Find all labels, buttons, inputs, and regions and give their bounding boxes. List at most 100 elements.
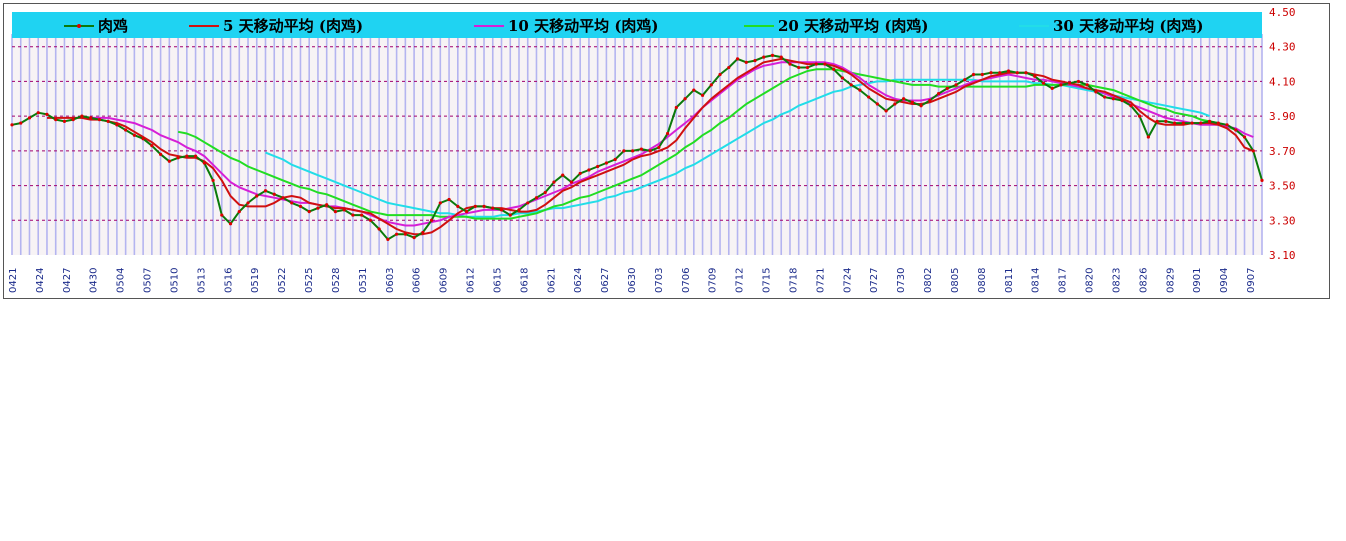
y-tick-label: 3.50 [1269, 180, 1296, 193]
data-point [307, 210, 311, 214]
x-tick-label: 0609 [439, 268, 450, 293]
data-point [1181, 121, 1185, 125]
data-point [377, 227, 381, 231]
plot-background [12, 12, 1262, 255]
data-point [648, 149, 652, 153]
data-point [508, 213, 512, 217]
x-tick-label: 0621 [546, 268, 557, 293]
data-point [1129, 104, 1133, 108]
data-point [386, 237, 390, 241]
x-tick-label: 0618 [519, 268, 530, 293]
x-tick-label: 0519 [250, 268, 261, 293]
data-point [368, 218, 372, 222]
legend-label: 5 天移动平均 (肉鸡) [223, 17, 363, 35]
data-point [491, 206, 495, 210]
data-point [482, 204, 486, 208]
data-point [403, 232, 407, 236]
x-tick-label: 0808 [977, 268, 988, 293]
data-point [1103, 95, 1107, 99]
data-point [176, 156, 180, 160]
data-point [1006, 69, 1011, 73]
data-point [141, 137, 145, 141]
data-point [971, 72, 976, 77]
legend-label: 30 天移动平均 (肉鸡) [1053, 17, 1204, 35]
data-point [954, 83, 958, 87]
data-point [849, 83, 853, 87]
x-tick-label: 0901 [1192, 268, 1203, 293]
data-point [395, 232, 399, 236]
data-point [185, 154, 189, 158]
data-point [342, 208, 346, 212]
data-point [543, 190, 547, 195]
data-point [333, 210, 338, 214]
data-point [316, 206, 320, 210]
data-point [604, 161, 609, 165]
data-point [80, 114, 84, 118]
x-tick-label: 0424 [35, 268, 46, 293]
data-point [1216, 121, 1220, 125]
data-point [613, 157, 617, 162]
data-point [456, 204, 460, 208]
data-point [753, 59, 757, 63]
x-tick-label: 0811 [1004, 268, 1015, 293]
data-point [412, 236, 416, 240]
data-point [54, 118, 58, 122]
chart-frame: 3.10 3.30 3.50 3.70 3.90 4.10 4.30 4.50 0421 0424… [3, 3, 1330, 299]
data-point [10, 123, 14, 127]
data-point [727, 65, 731, 70]
data-point [963, 78, 967, 82]
legend-label: 10 天移动平均 (肉鸡) [508, 17, 659, 35]
data-point [71, 118, 75, 122]
data-point [220, 213, 224, 217]
data-point [202, 161, 206, 165]
data-point [447, 197, 451, 202]
legend-marker [77, 24, 81, 28]
data-point [718, 72, 722, 77]
data-point [893, 102, 897, 106]
data-point [622, 149, 626, 153]
data-point [561, 173, 565, 177]
data-point [228, 222, 233, 226]
x-tick-label: 0525 [304, 268, 315, 293]
data-point [534, 196, 539, 200]
x-tick-label: 0513 [196, 268, 207, 293]
data-point [464, 210, 469, 214]
data-point [1120, 98, 1124, 103]
data-point [665, 131, 670, 136]
data-point [1207, 119, 1212, 123]
data-point [1050, 86, 1054, 90]
data-point [360, 213, 364, 217]
data-point [281, 196, 285, 200]
series-line [90, 61, 1254, 227]
data-point [421, 230, 425, 235]
x-tick-label: 0829 [1165, 268, 1176, 293]
data-point [674, 105, 678, 110]
data-point [1146, 135, 1150, 139]
data-point [150, 144, 154, 148]
data-point [709, 83, 713, 87]
x-tick-label: 0504 [116, 268, 127, 293]
data-point [1094, 90, 1098, 94]
x-tick-label: 0627 [600, 268, 611, 293]
y-tick-label: 4.50 [1269, 6, 1296, 19]
data-point [980, 72, 984, 77]
data-point [884, 109, 888, 113]
data-point [1190, 121, 1194, 125]
x-tick-label: 0814 [1031, 268, 1042, 293]
data-point [1164, 119, 1168, 123]
data-point [1068, 81, 1072, 85]
data-point [351, 213, 355, 217]
data-point [788, 62, 792, 66]
data-point [902, 97, 906, 101]
data-point [132, 133, 136, 137]
data-point [867, 95, 871, 99]
data-point [106, 119, 110, 123]
data-point [596, 164, 600, 169]
y-tick-label: 3.30 [1269, 214, 1296, 227]
data-point [19, 121, 23, 125]
x-tick-label: 0718 [788, 268, 799, 293]
data-point [998, 71, 1002, 75]
legend-label: 20 天移动平均 (肉鸡) [778, 17, 929, 35]
data-point [36, 111, 40, 115]
data-point [1251, 149, 1255, 153]
